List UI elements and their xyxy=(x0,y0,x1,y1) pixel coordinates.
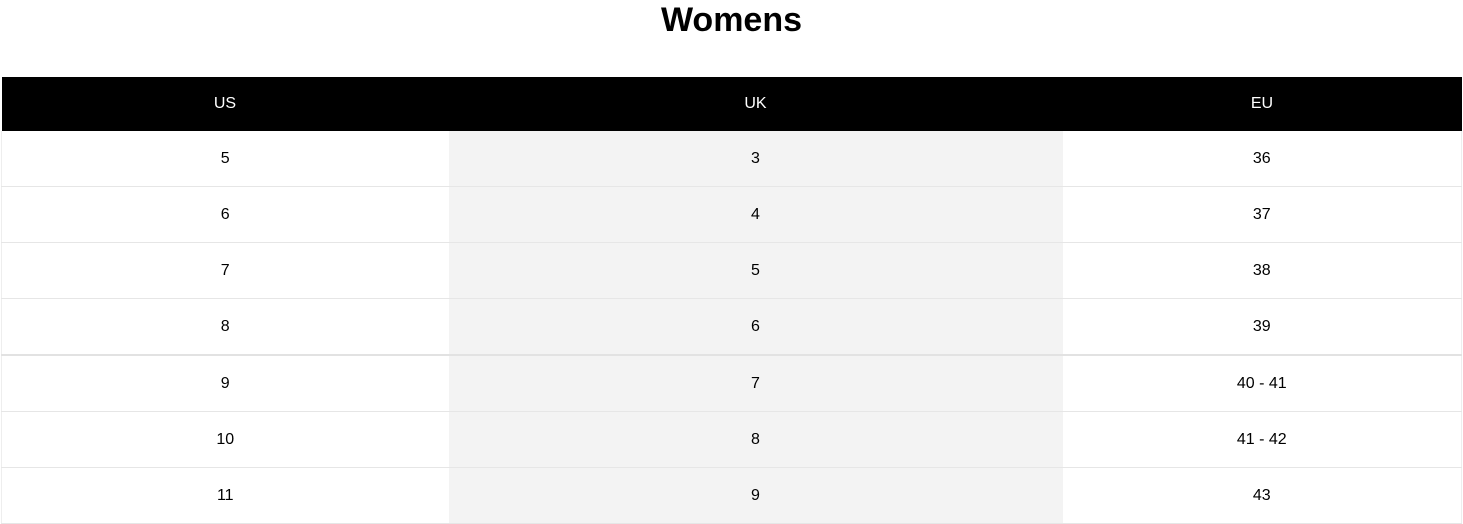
cell-uk: 5 xyxy=(448,242,1063,299)
cell-eu: 41 - 42 xyxy=(1062,411,1462,468)
cell-eu: 36 xyxy=(1062,131,1462,187)
cell-uk: 7 xyxy=(448,355,1063,412)
cell-uk: 8 xyxy=(448,411,1063,468)
cell-us: 7 xyxy=(1,242,449,299)
cell-eu: 39 xyxy=(1062,298,1462,356)
cell-uk: 6 xyxy=(448,298,1063,356)
table-row: 5 3 36 xyxy=(1,131,1462,187)
cell-eu: 38 xyxy=(1062,242,1462,299)
size-chart-table: US UK EU 5 3 36 6 4 37 7 5 38 8 6 39 9 7 40 - 41 10 8 41 … xyxy=(1,77,1462,524)
column-header-us: US xyxy=(1,77,449,131)
cell-us: 9 xyxy=(1,355,449,412)
table-row: 9 7 40 - 41 xyxy=(1,355,1462,412)
cell-uk: 9 xyxy=(448,467,1063,524)
cell-eu: 40 - 41 xyxy=(1062,355,1462,412)
table-row: 7 5 38 xyxy=(1,242,1462,299)
table-row: 8 6 39 xyxy=(1,298,1462,356)
cell-eu: 43 xyxy=(1062,467,1462,524)
cell-us: 5 xyxy=(1,131,449,187)
cell-uk: 4 xyxy=(448,186,1063,243)
page-title: Womens xyxy=(660,1,803,39)
cell-us: 8 xyxy=(1,298,449,356)
column-header-eu: EU xyxy=(1062,77,1462,131)
table-row: 6 4 37 xyxy=(1,186,1462,243)
column-header-uk: UK xyxy=(448,77,1063,131)
table-header-row: US UK EU xyxy=(1,77,1462,131)
cell-us: 10 xyxy=(1,411,449,468)
cell-us: 6 xyxy=(1,186,449,243)
cell-uk: 3 xyxy=(448,131,1063,187)
table-row: 10 8 41 - 42 xyxy=(1,411,1462,468)
cell-eu: 37 xyxy=(1062,186,1462,243)
cell-us: 11 xyxy=(1,467,449,524)
table-row: 11 9 43 xyxy=(1,467,1462,524)
